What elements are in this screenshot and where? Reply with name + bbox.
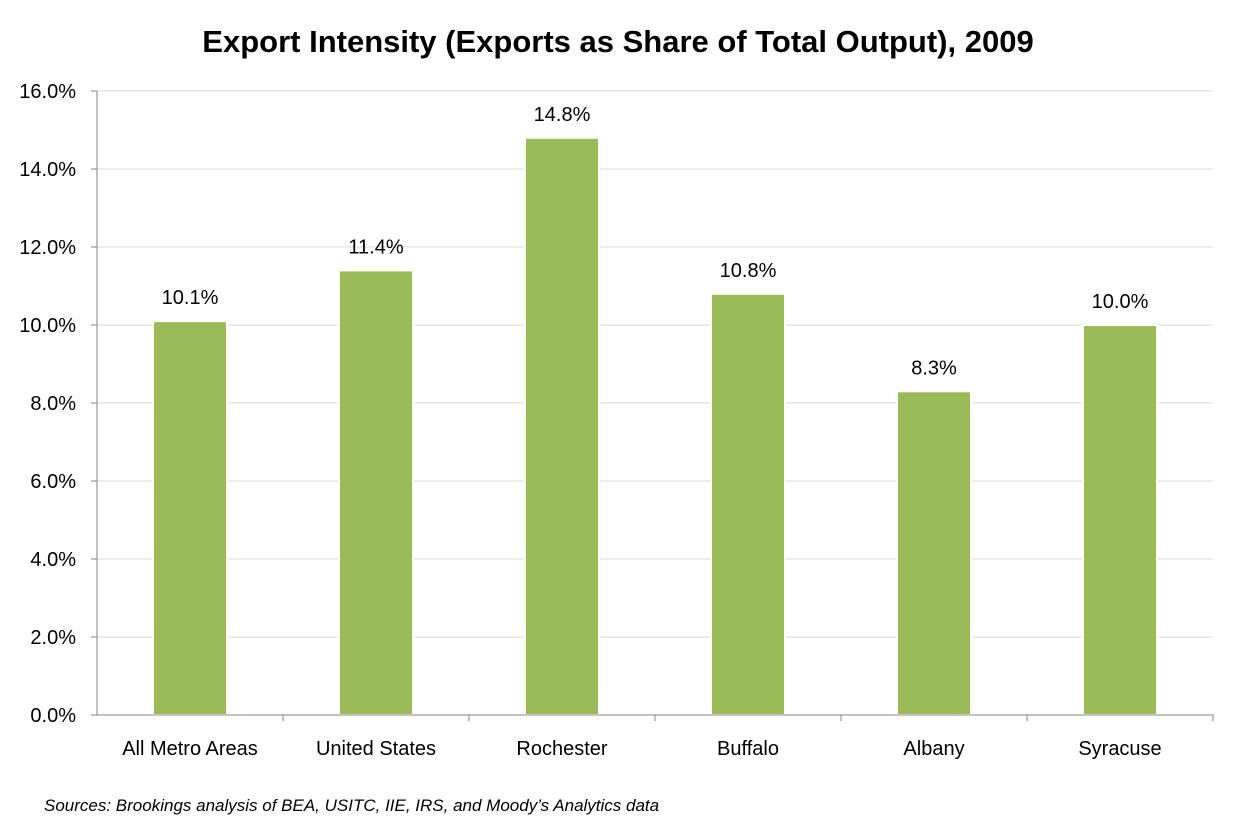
y-tick-label: 4.0% [30, 549, 76, 571]
gridlines [97, 90, 1213, 638]
axes [96, 91, 1214, 721]
data-label: 10.1% [162, 287, 219, 309]
bars: 10.1% 11.4% 14.8% 10.8% 8.3% 10.0% [152, 104, 1158, 717]
y-tick-label: 12.0% [19, 237, 76, 259]
data-label: 10.8% [720, 260, 777, 282]
bar-united-states [338, 269, 414, 716]
y-tick-label: 10.0% [19, 315, 76, 337]
y-tick-label: 6.0% [30, 471, 76, 493]
x-category-label: All Metro Areas [122, 738, 258, 760]
bar-rochester [524, 136, 600, 717]
x-category-label: Buffalo [717, 738, 779, 760]
x-category-label: Syracuse [1078, 738, 1161, 760]
bar-all-metro-areas [152, 320, 228, 716]
data-label: 11.4% [348, 236, 403, 258]
y-tick-label: 14.0% [19, 159, 76, 181]
source-note: Sources: Brookings analysis of BEA, USIT… [44, 796, 659, 815]
y-tick-label: 2.0% [30, 627, 76, 649]
x-category-label: United States [316, 738, 436, 760]
x-axis-categories: All Metro Areas United States Rochester Buf… [122, 738, 1161, 760]
data-label: 8.3% [911, 357, 957, 379]
y-tick-label: 0.0% [30, 705, 76, 727]
x-category-label: Albany [903, 738, 964, 760]
x-category-label: Rochester [516, 738, 607, 760]
bar-syracuse [1082, 324, 1158, 716]
data-label: 10.0% [1092, 291, 1149, 313]
y-tick-label: 8.0% [30, 393, 76, 415]
y-axis-ticks: 0.0% 2.0% 4.0% 6.0% 8.0% 10.0% 12.0% 14.0% 16.0% [19, 81, 97, 727]
data-label: 14.8% [534, 104, 591, 126]
bar-buffalo [710, 292, 786, 716]
y-tick-label: 16.0% [19, 81, 76, 103]
bar-albany [896, 390, 972, 716]
chart-title: Export Intensity (Exports as Share of To… [202, 24, 1033, 59]
